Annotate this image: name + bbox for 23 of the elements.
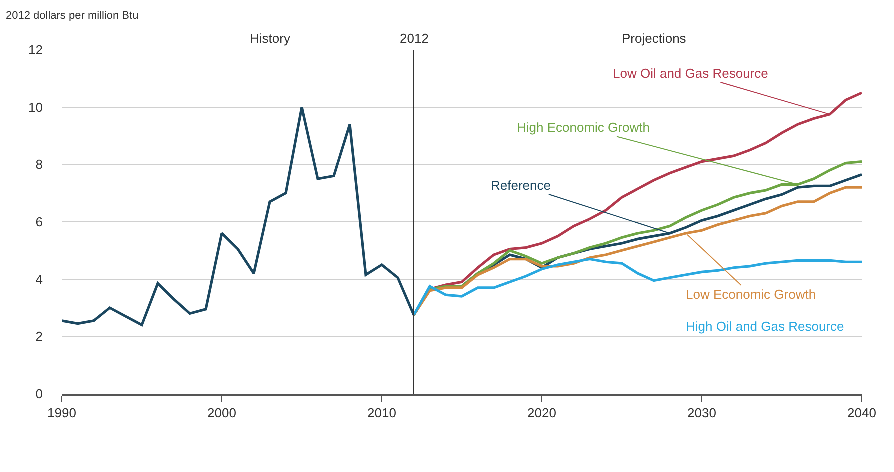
x-tick-label: 2010: [368, 405, 396, 420]
x-tick-label: 1990: [48, 405, 76, 420]
y-axis-title: 2012 dollars per million Btu: [6, 10, 139, 22]
text: Projections: [622, 31, 687, 46]
y-tick-label: 12: [28, 42, 43, 58]
x-tick-label: 2000: [208, 405, 236, 420]
text: High Economic Growth: [517, 120, 650, 135]
line-series: [412, 258, 862, 316]
text: History: [250, 31, 291, 46]
y-tick-label: 4: [36, 272, 43, 287]
y-tick-label: 2: [36, 329, 43, 344]
text: High Oil and Gas Resource: [686, 319, 844, 334]
text: Low Economic Growth: [686, 287, 816, 302]
y-tick-label: 10: [28, 100, 43, 115]
x-tick-label: 2020: [528, 405, 556, 420]
x-tick-label: 2030: [688, 405, 716, 420]
text: Low Oil and Gas Resource: [613, 66, 768, 81]
text: Reference: [491, 178, 551, 193]
x-tick-label: 2040: [848, 405, 876, 420]
ref-line-label: 2012: [400, 31, 429, 46]
y-tick-label: 0: [36, 386, 43, 402]
y-tick-label: 6: [36, 214, 43, 230]
y-tick-label: 8: [36, 157, 43, 172]
